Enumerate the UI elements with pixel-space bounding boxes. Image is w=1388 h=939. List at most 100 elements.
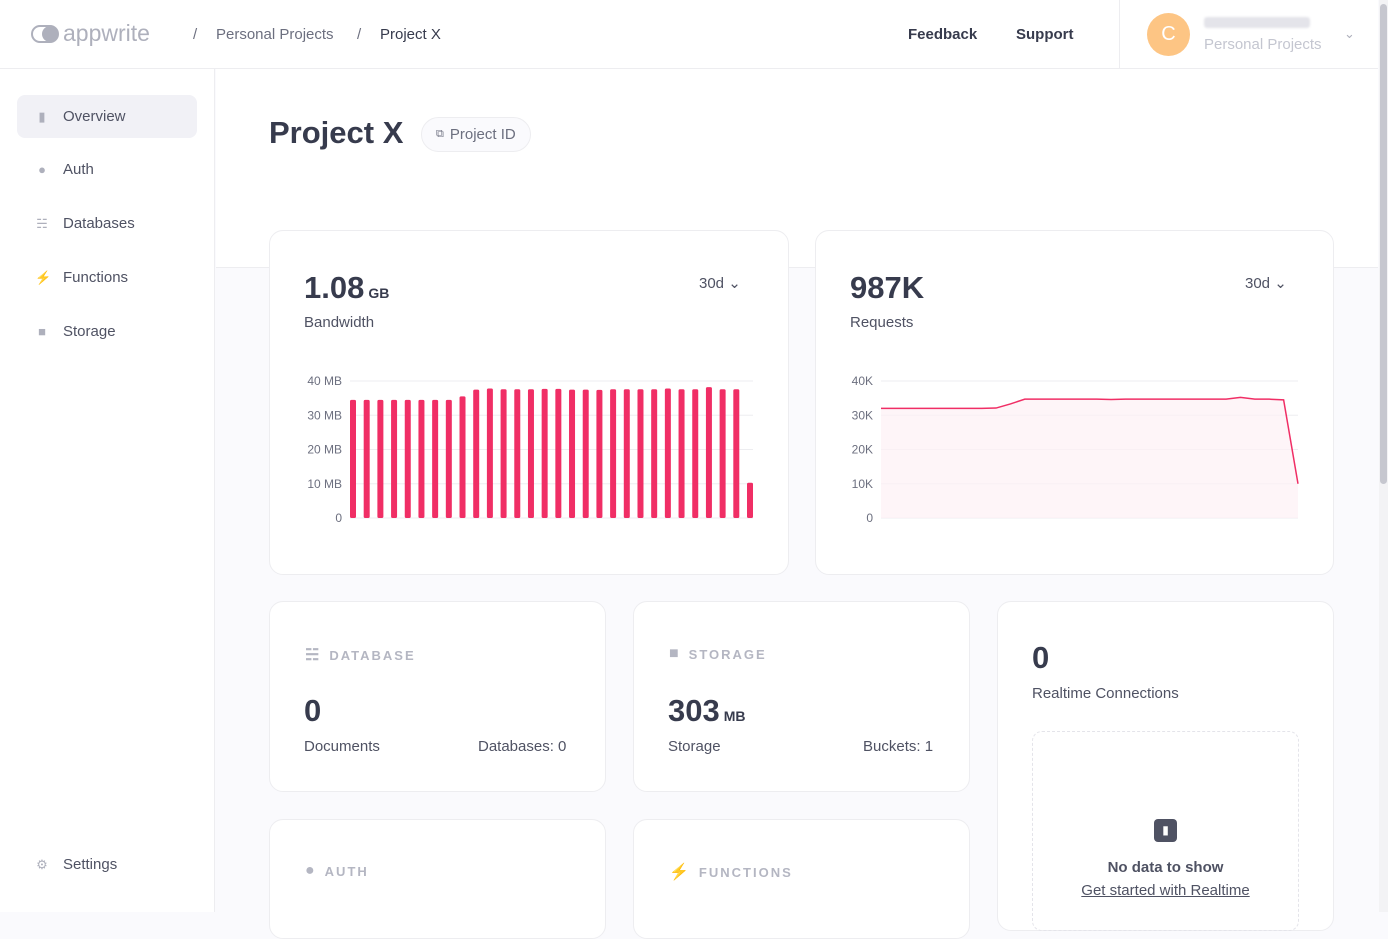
sidebar xyxy=(0,69,215,912)
empty-title: No data to show xyxy=(1107,859,1224,876)
caption-text: DATABASE xyxy=(329,647,416,663)
bar xyxy=(637,389,644,518)
blurred-username xyxy=(1204,17,1310,28)
chevron-down-icon: ⌄ xyxy=(728,275,741,292)
documents-value: 0 xyxy=(304,693,322,728)
bandwidth-unit: GB xyxy=(368,285,390,301)
bar xyxy=(678,389,685,518)
requests-chart: 0 10K 20K 30K 40K xyxy=(852,374,1299,525)
project-id-label: Project ID xyxy=(449,126,516,143)
caption-text: AUTH xyxy=(324,863,369,879)
sidebar-item-label: Databases xyxy=(63,215,135,232)
divider xyxy=(1119,0,1120,69)
sidebar-item-overview[interactable]: ▮ Overview xyxy=(17,95,197,138)
caption-text: FUNCTIONS xyxy=(698,864,793,880)
bar xyxy=(692,389,699,518)
bar xyxy=(473,389,480,518)
bar xyxy=(719,389,726,518)
sidebar-item-functions[interactable]: ⚡ Functions xyxy=(17,256,197,299)
bandwidth-value: 1.08 GB xyxy=(304,270,389,306)
functions-caption: ⚡ FUNCTIONS xyxy=(669,862,793,882)
bar-chart-icon: ▮ xyxy=(38,108,46,124)
range-value: 30d xyxy=(699,275,725,292)
bar xyxy=(500,389,507,518)
buckets-count: Buckets: 1 xyxy=(863,738,934,755)
feedback-button[interactable]: Feedback xyxy=(908,26,978,43)
sidebar-item-storage[interactable]: ■ Storage xyxy=(17,310,197,353)
sidebar-item-databases[interactable]: ☵ Databases xyxy=(17,202,197,245)
bar xyxy=(432,399,439,518)
users-icon: ● xyxy=(38,162,46,177)
storage-number: 303 xyxy=(668,693,720,728)
breadcrumb-separator: / xyxy=(357,26,362,43)
bandwidth-range-select[interactable]: 30d ⌄ xyxy=(699,274,741,292)
bar xyxy=(623,389,630,518)
y-tick-label: 20 MB xyxy=(307,443,342,457)
storage-unit: MB xyxy=(723,708,746,724)
database-icon: ☵ xyxy=(305,647,322,664)
sidebar-item-label: Auth xyxy=(63,161,94,178)
lightning-icon: ⚡ xyxy=(35,269,52,285)
breadcrumb-separator: / xyxy=(193,26,198,43)
bar xyxy=(404,399,411,518)
scrollbar-thumb[interactable] xyxy=(1380,4,1387,484)
project-id-button[interactable]: ⧉ Project ID xyxy=(421,117,531,152)
requests-range-select[interactable]: 30d ⌄ xyxy=(1245,274,1287,292)
folder-icon: ■ xyxy=(669,645,681,662)
y-tick-label: 10 MB xyxy=(307,477,342,491)
get-started-realtime-link[interactable]: Get started with Realtime xyxy=(1081,882,1250,899)
bar xyxy=(363,399,370,518)
y-tick-label: 40 MB xyxy=(307,374,342,388)
support-button[interactable]: Support xyxy=(1016,26,1074,43)
realtime-label: Realtime Connections xyxy=(1032,685,1179,702)
y-tick-label: 20K xyxy=(852,443,873,457)
auth-caption: ● AUTH xyxy=(305,862,369,880)
bar xyxy=(445,399,452,518)
breadcrumb-personal-projects[interactable]: Personal Projects xyxy=(216,26,334,43)
requests-label: Requests xyxy=(850,314,914,331)
top-header: appwrite / Personal Projects / Project X… xyxy=(0,0,1378,69)
logo-text: appwrite xyxy=(63,20,150,46)
y-tick-label: 10K xyxy=(852,477,873,491)
storage-caption: ■ STORAGE xyxy=(669,645,767,663)
appwrite-logo[interactable]: appwrite xyxy=(31,20,150,47)
y-tick-label: 30K xyxy=(852,408,873,422)
sidebar-item-label: Functions xyxy=(63,269,129,286)
bandwidth-number: 1.08 xyxy=(304,270,365,305)
bar xyxy=(569,389,576,518)
chevron-down-icon[interactable]: ⌄ xyxy=(1344,26,1355,41)
bar xyxy=(747,482,753,518)
realtime-card xyxy=(997,601,1334,931)
bar xyxy=(459,396,466,518)
database-card[interactable] xyxy=(269,601,606,792)
organization-name[interactable]: Personal Projects xyxy=(1204,36,1322,53)
avatar[interactable]: C xyxy=(1147,13,1190,56)
requests-value: 987K xyxy=(850,270,925,305)
database-caption: ☵ DATABASE xyxy=(305,645,416,665)
bar xyxy=(582,389,589,518)
sidebar-item-settings[interactable]: ⚙ Settings xyxy=(17,843,197,886)
bar xyxy=(391,399,398,518)
bar xyxy=(610,389,617,518)
breadcrumb-project[interactable]: Project X xyxy=(380,26,441,43)
bar xyxy=(541,388,548,518)
chart-icon: ▮ xyxy=(1154,819,1177,842)
y-tick-label: 0 xyxy=(866,511,873,525)
caption-text: STORAGE xyxy=(688,646,767,662)
sidebar-item-auth[interactable]: ● Auth xyxy=(17,148,197,191)
y-tick-label: 0 xyxy=(335,511,342,525)
sidebar-item-label: Settings xyxy=(63,856,118,873)
bar xyxy=(651,389,658,518)
bar xyxy=(555,388,562,518)
sidebar-item-label: Storage xyxy=(63,323,116,340)
realtime-value: 0 xyxy=(1032,640,1050,675)
bar xyxy=(350,399,356,518)
bar xyxy=(486,388,493,518)
databases-count: Databases: 0 xyxy=(478,738,567,755)
lightning-icon: ⚡ xyxy=(669,864,691,881)
storage-card[interactable] xyxy=(633,601,970,792)
y-tick-label: 40K xyxy=(852,374,873,388)
users-icon: ● xyxy=(305,862,317,879)
chevron-down-icon: ⌄ xyxy=(1274,275,1287,292)
bar xyxy=(514,389,521,518)
